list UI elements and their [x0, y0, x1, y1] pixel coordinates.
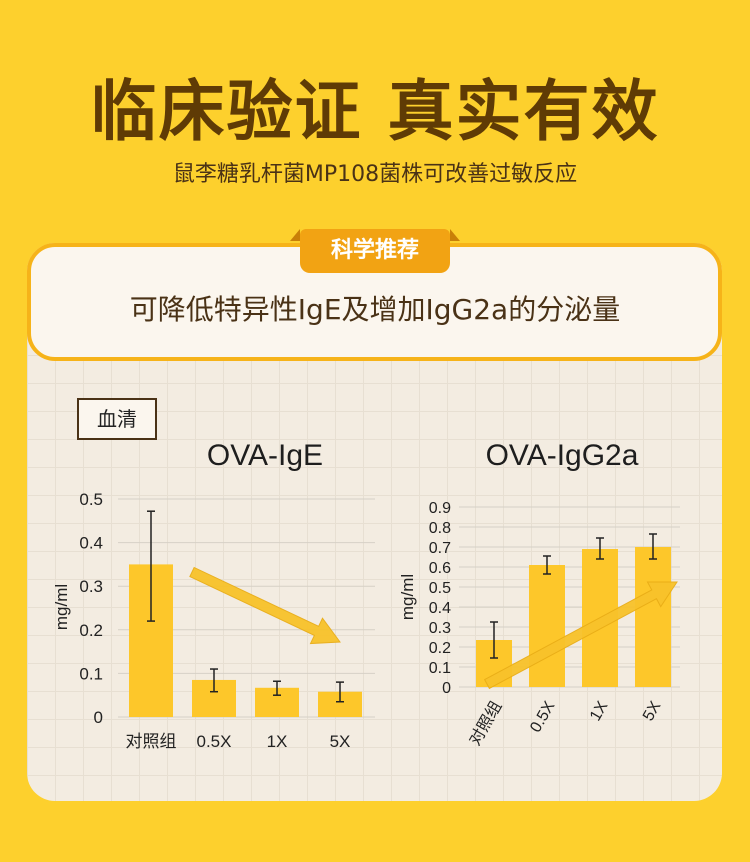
category-label: 0.5X: [527, 698, 558, 735]
y-tick-label: 0.3: [79, 577, 103, 596]
y-tick-label: 0.9: [429, 500, 451, 517]
y-tick-label: 0.2: [79, 621, 103, 640]
category-label: 1X: [587, 698, 612, 724]
bar-2: [529, 565, 565, 687]
y-tick-label: 0.5: [79, 490, 103, 509]
trend-arrow: [189, 566, 341, 645]
category-label: 1X: [267, 732, 288, 751]
category-label: 对照组: [126, 732, 177, 751]
category-label: 0.5X: [197, 732, 232, 751]
y-tick-label: 0: [442, 680, 451, 697]
category-label: 对照组: [466, 698, 506, 749]
page-subtitle: 鼠李糖乳杆菌MP108菌株可改善过敏反应: [172, 162, 578, 187]
y-axis-label: mg/ml: [52, 584, 71, 630]
y-tick-label: 0: [94, 708, 103, 727]
chart-title: OVA-IgG2a: [486, 439, 639, 472]
trend-arrow: [483, 581, 678, 690]
serum-label: 血清: [77, 398, 157, 440]
recommend-tag: 科学推荐: [290, 229, 460, 273]
banner-text: 可降低特异性IgE及增加IgG2a的分泌量: [129, 293, 621, 326]
y-tick-label: 0.3: [429, 620, 451, 637]
y-tick-label: 0.4: [79, 534, 103, 553]
bar-4: [635, 547, 671, 687]
y-tick-label: 0.7: [429, 540, 451, 557]
y-tick-label: 0.2: [429, 640, 451, 657]
chart-title: OVA-IgE: [207, 439, 323, 472]
category-label: 5X: [640, 698, 665, 724]
y-tick-label: 0.1: [79, 664, 103, 683]
y-tick-label: 0.8: [429, 520, 451, 537]
y-tick-label: 0.4: [429, 600, 451, 617]
y-tick-label: 0.5: [429, 580, 451, 597]
category-label: 5X: [330, 732, 351, 751]
page-title: 临床验证 真实有效: [90, 73, 660, 150]
y-tick-label: 0.6: [429, 560, 451, 577]
y-axis-label: mg/ml: [398, 574, 417, 620]
y-tick-label: 0.1: [429, 660, 451, 677]
